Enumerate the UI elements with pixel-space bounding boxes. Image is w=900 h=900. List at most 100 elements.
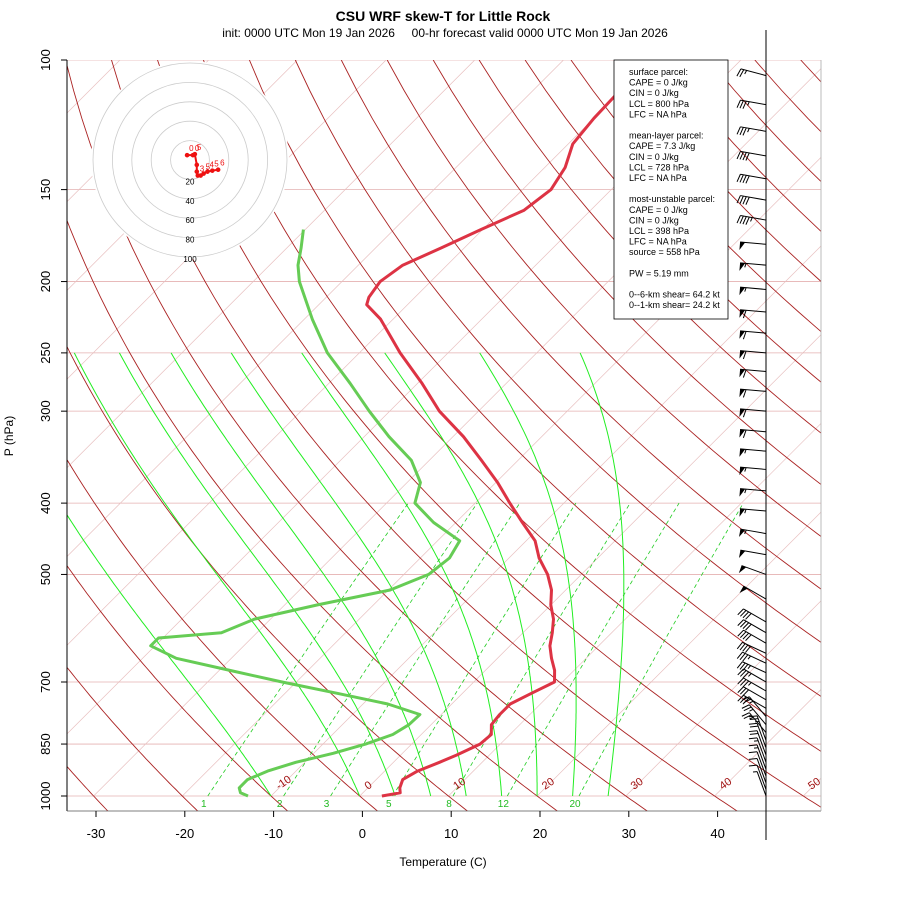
wind-barb-staff <box>748 712 767 733</box>
wind-barb <box>739 286 767 296</box>
wind-barb-feather <box>736 642 743 650</box>
y-tick-label: 300 <box>38 400 53 422</box>
wind-barb <box>739 309 767 319</box>
hodograph-point <box>215 167 221 172</box>
wind-barb <box>736 215 767 225</box>
wind-barb-staff <box>743 629 767 644</box>
wind-barb-feather <box>739 69 745 78</box>
wind-barb-feather <box>737 629 744 637</box>
mixing-ratio-line <box>283 502 478 797</box>
x-tick-label: -10 <box>264 826 283 841</box>
mixing-ratio-label: 12 <box>498 799 510 810</box>
wind-barb-staff <box>756 744 767 770</box>
wind-barb-feather <box>745 645 751 653</box>
wind-barb <box>739 262 767 271</box>
wind-barb-feather <box>739 215 744 224</box>
wind-barb-feather <box>739 100 744 109</box>
hodograph-point-label: 5 <box>214 160 219 169</box>
wind-barb-feather <box>742 611 750 619</box>
wind-barb-feather <box>739 662 746 670</box>
parcel-box-line: LFC = NA hPa <box>629 109 687 119</box>
wind-barb-staff <box>740 429 767 433</box>
wind-barb-staff <box>740 195 767 201</box>
wind-barb-feather <box>742 152 747 161</box>
isotherm-line <box>448 422 821 797</box>
wind-barb-staff <box>740 215 767 221</box>
isotherm-line <box>67 60 653 646</box>
wind-barb-feather <box>742 196 747 205</box>
y-tick-label: 400 <box>38 492 53 514</box>
wind-barb-feather <box>748 722 758 725</box>
parcel-box-line: CAPE = 0 J/kg <box>629 78 688 88</box>
x-tick-label: 30 <box>622 826 636 841</box>
dry-adiabat <box>478 60 821 434</box>
wind-barb <box>741 696 767 717</box>
wind-barb <box>739 388 767 398</box>
isotherm-line <box>67 60 476 469</box>
wind-barb <box>736 99 767 109</box>
temperature-profile <box>365 60 649 798</box>
wind-barb <box>737 677 767 692</box>
wind-barb <box>748 744 767 770</box>
moist-adiabat <box>479 352 577 797</box>
isotherm-line <box>270 245 821 797</box>
y-tick-label: 500 <box>38 564 53 586</box>
wind-barb-feather <box>742 671 750 679</box>
wind-barb <box>737 608 767 623</box>
wind-barb-feather <box>748 751 758 754</box>
isotherm-label: 30 <box>629 776 646 793</box>
y-tick-label: 700 <box>38 671 53 693</box>
mixing-ratio-line <box>506 502 680 797</box>
y-tick-label: 250 <box>38 342 53 364</box>
wind-barb-flag <box>739 330 746 339</box>
wind-barb-feather <box>742 622 750 629</box>
wind-barb-staff <box>748 704 767 725</box>
wind-barb-half-feather <box>744 529 747 535</box>
hodograph-ring <box>170 140 210 180</box>
mixing-ratio-line <box>330 502 521 797</box>
wind-barb-flag <box>739 467 746 476</box>
wind-barb-feather <box>742 429 747 439</box>
wind-barb-staff <box>756 751 767 777</box>
wind-barb-feather <box>737 608 744 616</box>
dry-adiabat <box>340 60 821 590</box>
wind-barb <box>736 173 767 184</box>
hodograph-ring <box>131 101 249 219</box>
wind-barb <box>736 651 767 664</box>
wind-barb-feather <box>739 670 747 677</box>
wind-barb-feather <box>742 331 747 340</box>
dry-adiabat <box>111 60 738 811</box>
wind-barb-staff <box>740 508 767 512</box>
wind-barb-half-feather <box>748 673 752 677</box>
parcel-box-line: CIN = 0 J/kg <box>629 215 679 225</box>
wind-barb <box>736 641 767 654</box>
moist-adiabat <box>73 352 361 797</box>
x-tick-label: 10 <box>444 826 458 841</box>
x-tick-label: -20 <box>175 826 194 841</box>
isotherm-line <box>67 60 564 557</box>
hodograph-point-label: 6 <box>220 159 225 168</box>
wind-barb-feather <box>739 653 746 661</box>
wind-barb <box>739 488 767 497</box>
mixing-ratio-label: 5 <box>386 799 392 810</box>
wind-barb-flag <box>739 262 746 271</box>
wind-barb-staff <box>742 641 767 654</box>
wind-barb <box>736 150 767 161</box>
hodograph-point <box>192 151 198 157</box>
wind-barb-staff <box>756 737 767 763</box>
x-tick-label: -30 <box>87 826 106 841</box>
parcel-box-line: CAPE = 7.3 J/kg <box>629 141 695 151</box>
x-tick-label: 20 <box>533 826 547 841</box>
wind-barb-staff <box>743 619 767 634</box>
wind-barb-staff <box>743 677 767 692</box>
wind-barb-flag <box>739 529 746 537</box>
isotherm-label: 20 <box>540 776 557 793</box>
wind-barb-feather <box>748 730 758 733</box>
wind-barb-feather <box>748 744 758 747</box>
y-tick-label: 200 <box>38 271 53 293</box>
wind-barb-half-feather <box>744 287 747 292</box>
wind-barb-half-feather <box>749 708 754 712</box>
wind-barb-feather <box>736 195 741 204</box>
wind-barb-staff <box>756 771 767 797</box>
